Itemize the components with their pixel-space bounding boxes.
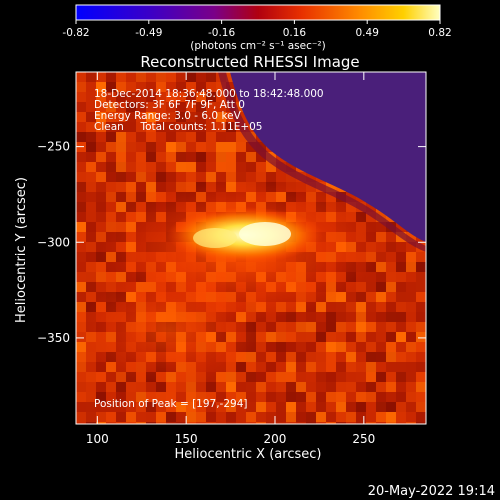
y-axis-title: Heliocentric Y (arcsec): [14, 177, 29, 323]
y-tick-labels: −250 −300 −350: [37, 140, 70, 345]
annotation-detectors: Detectors: 3F 6F 7F 9F, Att 0: [94, 99, 245, 111]
x-tick-labels: 100 150 200 250: [86, 432, 375, 446]
x-axis-title: Heliocentric X (arcsec): [175, 447, 322, 462]
y-tick-label: −350: [37, 331, 70, 345]
x-tick-label: 100: [86, 432, 109, 446]
colorbar-tick-label: 0.82: [428, 27, 451, 39]
heatmap-image: [76, 72, 426, 424]
plot-frame: [75, 71, 427, 425]
annotation-time-range: 18-Dec-2014 18:36:48.000 to 18:42:48.000: [94, 88, 324, 100]
colorbar-tick-label: -0.82: [62, 27, 89, 39]
colorbar-tick-label: -0.16: [208, 27, 235, 39]
footer-timestamp: 20-May-2022 19:14: [368, 484, 495, 499]
x-tick-label: 150: [175, 432, 198, 446]
axis-tick-marks: [76, 72, 426, 424]
annotation-clean-counts: Clean Total counts: 1.11E+05: [94, 121, 263, 133]
y-tick-label: −300: [37, 235, 70, 249]
peak-position-label: Position of Peak = [197,-294]: [94, 398, 248, 410]
colorbar-unit-label: (photons cm⁻² s⁻¹ asec⁻²): [190, 40, 325, 52]
low-intensity-region: [230, 72, 426, 242]
annotation-energy-range: Energy Range: 3.0 - 6.0 keV: [94, 110, 242, 122]
y-tick-label: −250: [37, 140, 70, 154]
colorbar-ticks: -0.82 -0.49 -0.16 0.16 0.49 0.82: [62, 20, 452, 39]
colorbar: [75, 4, 441, 21]
chart-title: Reconstructed RHESSI Image: [140, 53, 359, 71]
x-tick-label: 250: [352, 432, 375, 446]
x-tick-label: 200: [264, 432, 287, 446]
colorbar-tick-label: 0.16: [283, 27, 307, 39]
colorbar-tick-label: -0.49: [135, 27, 162, 39]
colorbar-tick-label: 0.49: [356, 27, 379, 39]
